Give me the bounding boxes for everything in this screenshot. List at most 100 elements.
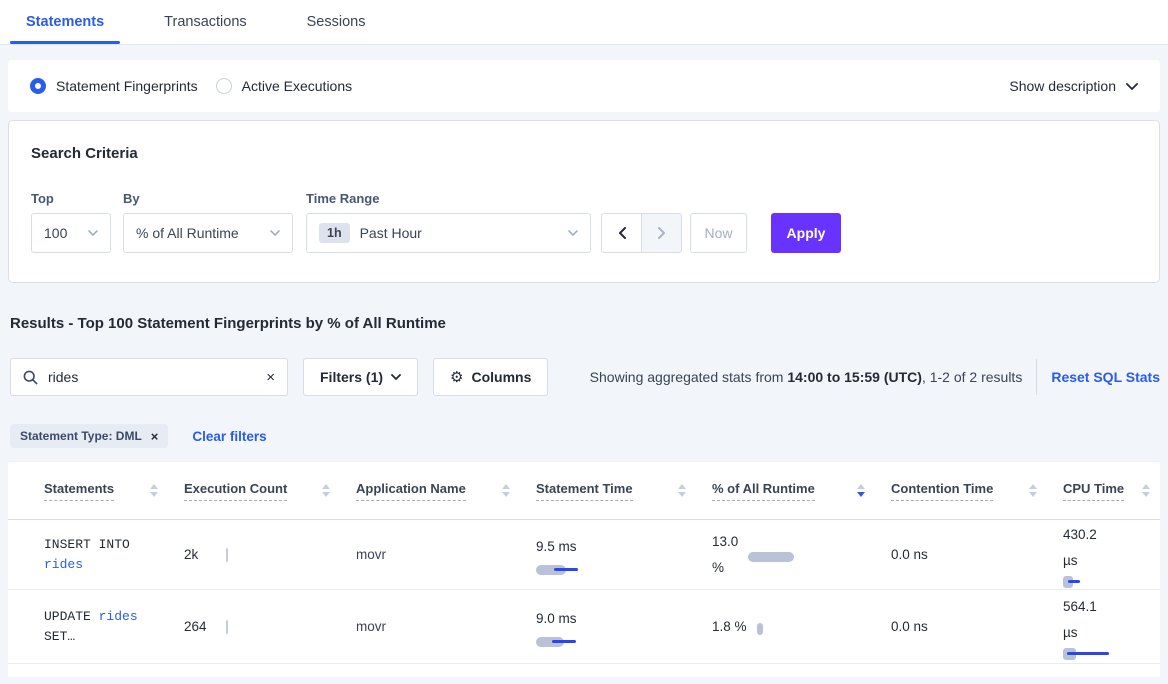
active-filters-row: Statement Type: DML × Clear filters (10, 424, 1168, 448)
sort-up-icon (322, 484, 330, 489)
sort-up-icon (857, 484, 865, 489)
sort-icon[interactable] (150, 484, 158, 497)
filters-button[interactable]: Filters (1) (303, 358, 419, 396)
column-header-percent-runtime[interactable]: % of All Runtime (712, 481, 891, 501)
column-header-statement-time[interactable]: Statement Time (536, 481, 712, 501)
search-box: × (10, 358, 288, 396)
time-range-label: Time Range (306, 191, 380, 206)
remove-filter-icon[interactable]: × (150, 428, 159, 444)
filter-tag-statement-type: Statement Type: DML × (10, 424, 169, 448)
column-header-execution-count[interactable]: Execution Count (184, 481, 356, 501)
runtime-percent-value: 1.8 % (712, 614, 747, 640)
statement-cell: UPDATE rides SET… (44, 607, 184, 647)
statement-cell: INSERT INTO rides (44, 535, 184, 575)
statement-time-bar (536, 636, 596, 648)
cpu-time-number: 564.1 (1063, 598, 1097, 614)
runtime-percent-bar (748, 551, 795, 563)
search-criteria-card: Search Criteria Top 100 By % of All Runt… (8, 120, 1160, 283)
cpu-time-bar (1063, 575, 1093, 588)
filters-button-label: Filters (1) (320, 369, 384, 385)
clear-filters-link[interactable]: Clear filters (192, 428, 267, 444)
top-select[interactable]: 100 (31, 213, 111, 253)
sort-icon[interactable] (1142, 484, 1150, 497)
statement-link[interactable]: rides (44, 556, 84, 572)
sort-down-icon (857, 492, 865, 497)
clear-search-icon[interactable]: × (266, 368, 275, 386)
tab-sessions[interactable]: Sessions (291, 0, 382, 44)
show-description-toggle[interactable]: Show description (1009, 78, 1138, 94)
filter-tag-label: Statement Type: DML (20, 429, 142, 443)
reset-sql-stats-link[interactable]: Reset SQL Stats (1051, 369, 1160, 385)
apply-button[interactable]: Apply (771, 213, 841, 253)
column-label: Statement Time (536, 481, 633, 501)
radio-active-executions[interactable]: Active Executions (215, 78, 352, 94)
cpu-time-cell: 564.1 µs (1063, 594, 1160, 660)
sql-keyword: UPDATE (44, 608, 99, 624)
stats-time-range: 14:00 to 15:59 (UTC) (787, 369, 922, 385)
table-header-row: Statements Execution Count Application N… (8, 462, 1160, 520)
search-criteria-row: Top 100 By % of All Runtime Time Range 1… (31, 192, 1137, 253)
runtime-percent-bar (756, 622, 763, 635)
time-nav-group (601, 213, 682, 253)
chevron-down-icon (270, 230, 280, 236)
statement-time-bar (536, 564, 596, 576)
mean-bar (756, 622, 763, 635)
statement-time-cell: 9.5 ms (536, 534, 712, 576)
apply-button-label: Apply (786, 225, 826, 241)
column-header-contention-time[interactable]: Contention Time (891, 481, 1063, 501)
results-toolbar: × Filters (1) ⚙ Columns Showing aggregat… (10, 358, 1160, 396)
sql-keyword: SET… (44, 628, 76, 644)
column-header-statements[interactable]: Statements (44, 481, 184, 501)
cpu-time-cell: 430.2 µs (1063, 522, 1160, 588)
radio-unselected-icon (215, 78, 232, 94)
mean-bar (536, 564, 566, 575)
now-button-label: Now (704, 225, 733, 241)
execution-count-cell: 2k (184, 547, 356, 562)
runtime-number: 1.8 % (712, 618, 747, 634)
chevron-down-icon (391, 374, 401, 380)
show-description-label: Show description (1009, 78, 1116, 94)
sort-icon[interactable] (1029, 484, 1037, 497)
runtime-unit: % (712, 559, 725, 575)
execution-count-value: 2k (184, 547, 199, 562)
by-select[interactable]: % of All Runtime (123, 213, 293, 253)
sort-up-icon (1142, 484, 1150, 489)
sort-down-icon (502, 492, 510, 497)
time-range-select[interactable]: 1h Past Hour (306, 213, 591, 253)
sort-icon[interactable] (322, 484, 330, 497)
table-row: UPDATE rides SET… 264 movr 9.0 ms 1.8 % … (8, 590, 1160, 664)
stddev-line (552, 640, 576, 643)
cpu-time-number: 430.2 (1063, 526, 1097, 542)
top-field-label: Top (31, 191, 54, 206)
stddev-line (554, 568, 578, 571)
sort-icon-active-desc[interactable] (857, 484, 865, 497)
runtime-percent-cell: 1.8 % (712, 614, 891, 640)
sort-icon[interactable] (678, 484, 686, 497)
tab-transactions[interactable]: Transactions (148, 0, 262, 44)
tab-statements[interactable]: Statements (10, 0, 121, 44)
next-interval-button[interactable] (641, 213, 682, 253)
search-criteria-title: Search Criteria (31, 145, 138, 162)
application-name-cell: movr (356, 547, 386, 562)
column-label: Execution Count (184, 481, 288, 501)
previous-interval-button[interactable] (601, 213, 642, 253)
top-select-value: 100 (44, 225, 68, 241)
mean-bar (748, 551, 795, 562)
statement-link[interactable]: rides (98, 608, 138, 624)
sort-icon[interactable] (502, 484, 510, 497)
tab-sessions-label: Sessions (306, 14, 366, 30)
column-header-cpu-time[interactable]: CPU Time (1063, 481, 1160, 501)
sort-down-icon (1029, 492, 1037, 497)
table-row: INSERT INTO rides 2k movr 9.5 ms 13.0 % … (8, 520, 1160, 590)
radio-statement-fingerprints[interactable]: Statement Fingerprints (30, 78, 198, 94)
execution-count-cell: 264 (184, 619, 356, 634)
radio-statement-fingerprints-label: Statement Fingerprints (56, 78, 198, 94)
now-button[interactable]: Now (690, 213, 747, 253)
execution-count-bar (226, 619, 228, 634)
columns-button[interactable]: ⚙ Columns (433, 358, 549, 396)
view-toggle-card: Statement Fingerprints Active Executions… (8, 60, 1160, 112)
search-input[interactable] (48, 369, 257, 385)
statements-table: Statements Execution Count Application N… (8, 461, 1160, 677)
runtime-percent-cell: 13.0 % (712, 529, 891, 581)
column-header-application-name[interactable]: Application Name (356, 481, 536, 501)
